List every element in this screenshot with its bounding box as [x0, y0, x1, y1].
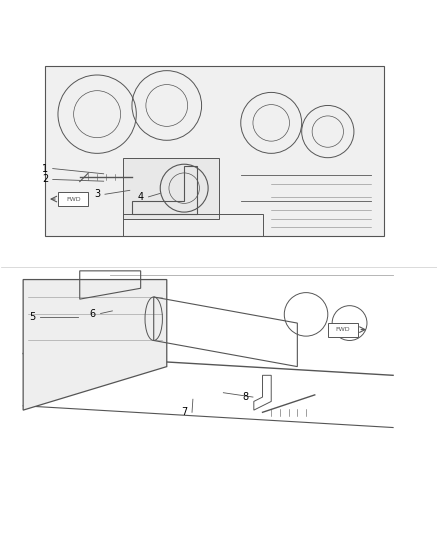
FancyBboxPatch shape	[58, 192, 88, 206]
Text: 4: 4	[138, 192, 144, 202]
FancyBboxPatch shape	[123, 158, 219, 219]
Text: 2: 2	[42, 174, 48, 184]
Text: 5: 5	[29, 312, 35, 321]
Text: 3: 3	[94, 189, 100, 199]
Text: 1: 1	[42, 164, 48, 174]
FancyBboxPatch shape	[45, 66, 385, 236]
Text: 7: 7	[181, 407, 187, 417]
Polygon shape	[23, 279, 167, 410]
Text: FWD: FWD	[66, 197, 81, 201]
Text: FWD: FWD	[336, 327, 350, 332]
FancyBboxPatch shape	[328, 322, 358, 336]
Text: 6: 6	[90, 309, 96, 319]
Text: 8: 8	[242, 392, 248, 402]
